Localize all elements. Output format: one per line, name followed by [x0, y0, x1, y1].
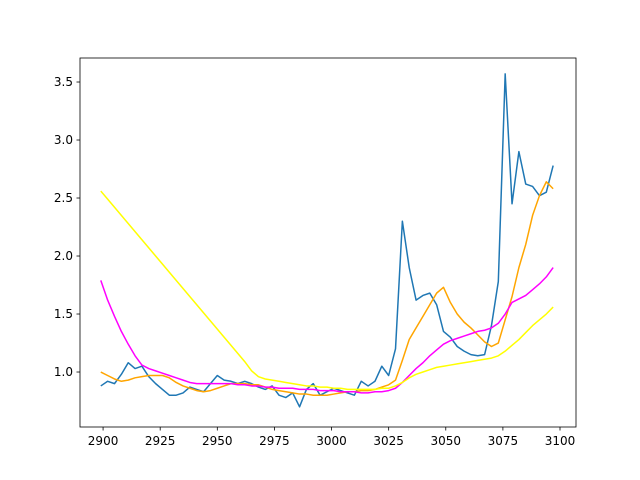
y-tick-label: 2.5 [54, 191, 73, 205]
x-tick-label: 3100 [545, 434, 576, 448]
y-tick-label: 2.0 [54, 249, 73, 263]
y-tick-label: 1.0 [54, 365, 73, 379]
x-tick-label: 2950 [202, 434, 233, 448]
y-tick-label: 3.0 [54, 133, 73, 147]
line-series [100, 73, 554, 408]
x-tick-label: 3050 [431, 434, 462, 448]
axes-frame [79, 57, 577, 428]
line-series [100, 181, 554, 396]
y-tick-label: 3.5 [54, 75, 73, 89]
x-tick-label: 2925 [145, 434, 176, 448]
line-series [100, 190, 554, 391]
x-tick-label: 3075 [488, 434, 519, 448]
x-tick-label: 2975 [259, 434, 290, 448]
line-series [100, 267, 554, 394]
y-tick-label: 1.5 [54, 307, 73, 321]
x-tick-label: 3025 [373, 434, 404, 448]
x-tick-label: 3000 [316, 434, 347, 448]
x-tick-label: 2900 [88, 434, 119, 448]
